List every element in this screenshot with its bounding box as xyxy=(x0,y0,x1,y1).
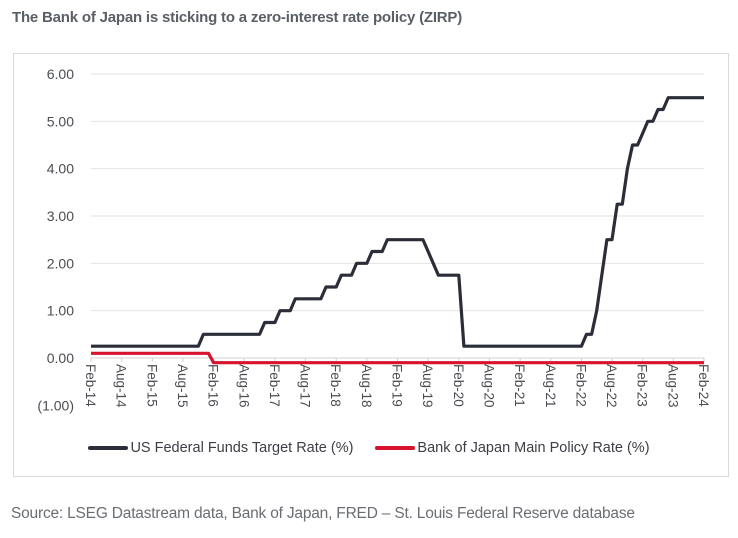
x-tick-label: Feb-22 xyxy=(573,364,588,407)
x-tick-label: Aug-21 xyxy=(543,364,558,408)
x-tick-label: Aug-17 xyxy=(298,364,313,408)
chart-frame xyxy=(13,53,729,477)
x-tick-label: Aug-20 xyxy=(481,364,496,408)
legend-item-us: US Federal Funds Target Rate (%) xyxy=(88,440,353,456)
legend-swatch-boj xyxy=(375,446,416,450)
y-tick-label: (1.00) xyxy=(37,397,74,413)
y-tick-label: 1.00 xyxy=(47,303,74,319)
legend-item-boj: Bank of Japan Main Policy Rate (%) xyxy=(375,440,650,456)
x-tick-label: Feb-15 xyxy=(144,364,159,407)
source-note: Source: LSEG Datastream data, Bank of Ja… xyxy=(11,505,635,522)
x-tick-label: Feb-14 xyxy=(83,364,98,407)
x-tick-label: Feb-16 xyxy=(206,364,221,407)
chart-title: The Bank of Japan is sticking to a zero-… xyxy=(12,9,463,26)
x-tick-label: Feb-18 xyxy=(328,364,343,407)
x-tick-label: Aug-23 xyxy=(665,364,680,408)
x-tick-label: Aug-14 xyxy=(114,364,129,408)
x-tick-label: Aug-18 xyxy=(359,364,374,408)
x-tick-label: Aug-15 xyxy=(175,364,190,408)
y-tick-label: 5.00 xyxy=(47,113,74,129)
x-tick-label: Aug-22 xyxy=(604,364,619,408)
legend-label-us: US Federal Funds Target Rate (%) xyxy=(130,440,354,456)
x-tick-label: Feb-19 xyxy=(390,364,405,407)
boj-policy-rate-line xyxy=(91,351,704,365)
y-tick-label: 4.00 xyxy=(47,161,74,177)
y-tick-label: 6.00 xyxy=(47,66,74,82)
y-tick-label: 2.00 xyxy=(47,255,74,271)
x-tick-label: Aug-16 xyxy=(236,364,251,408)
x-tick-label: Feb-20 xyxy=(451,364,466,407)
x-tick-label: Feb-21 xyxy=(512,364,527,407)
y-tick-label: 0.00 xyxy=(47,350,74,366)
x-tick-label: Feb-24 xyxy=(696,364,711,407)
legend: US Federal Funds Target Rate (%) Bank of… xyxy=(0,440,738,456)
legend-swatch-us xyxy=(88,446,129,450)
x-tick-label: Feb-17 xyxy=(267,364,282,407)
y-tick-label: 3.00 xyxy=(47,208,74,224)
x-tick-label: Feb-23 xyxy=(635,364,650,407)
legend-label-boj: Bank of Japan Main Policy Rate (%) xyxy=(417,440,650,456)
x-tick-label: Aug-19 xyxy=(420,364,435,408)
us-fed-funds-rate-line xyxy=(91,96,704,348)
